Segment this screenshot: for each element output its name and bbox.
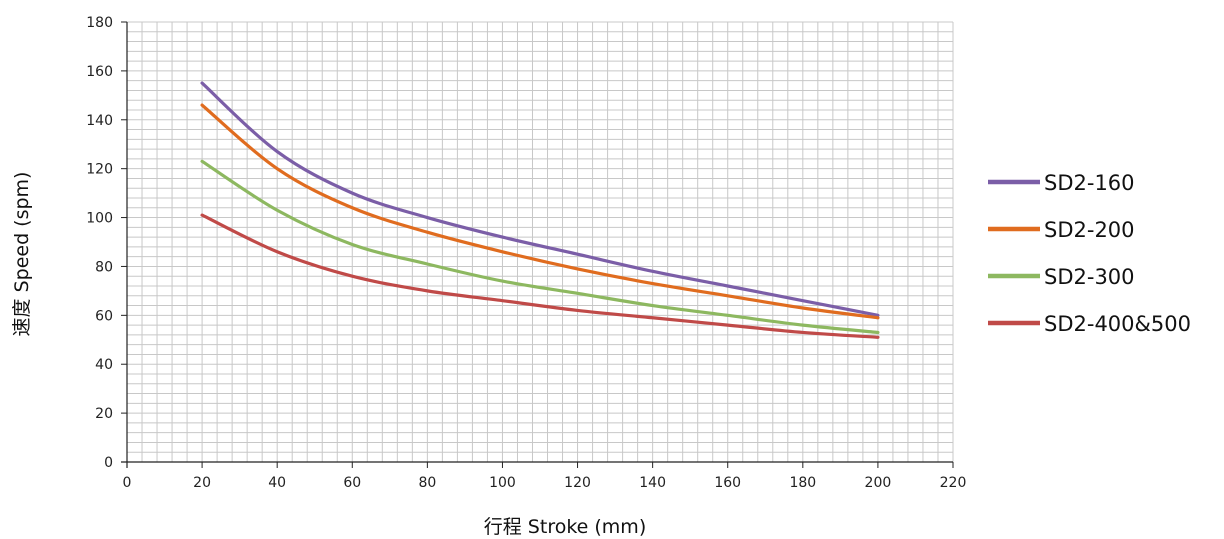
x-tick-label: 80 [418,475,436,491]
x-axis-title: 行程 Stroke (mm) [484,516,646,538]
y-tick-label: 0 [104,455,113,471]
series-line-sd2-200 [200,103,880,320]
series-line-sd2-160 [200,81,880,317]
legend-label-sd2-160: SD2-160 [1044,171,1135,195]
series-line-sd2-300 [200,159,880,335]
legend: SD2-160 SD2-200 SD2-300 SD2-400&500 [988,171,1191,336]
x-tick-label: 60 [343,475,361,491]
y-tick-label: 160 [86,64,113,80]
x-tick-label: 0 [123,475,132,491]
series-lines [200,81,880,339]
x-tick-label: 140 [639,475,666,491]
x-tick-label: 200 [865,475,892,491]
legend-label-sd2-300: SD2-300 [1044,265,1135,289]
y-axis-title: 速度 Speed (spm) [11,172,33,337]
y-tick-label: 120 [86,162,113,178]
legend-label-sd2-400-500: SD2-400&500 [1044,312,1191,336]
x-tick-label: 180 [789,475,816,491]
grid [126,21,954,463]
y-tick-label: 20 [95,406,113,422]
x-tick-label: 100 [489,475,516,491]
x-tick-label: 40 [268,475,286,491]
x-tick-label: 160 [714,475,741,491]
y-tick-label: 60 [95,308,113,324]
x-tick-label: 220 [940,475,967,491]
y-tick-label: 100 [86,211,113,227]
x-tick-label: 120 [564,475,591,491]
y-tick-label: 180 [86,15,113,31]
y-tick-label: 80 [95,259,113,275]
legend-label-sd2-200: SD2-200 [1044,218,1135,242]
y-tick-label: 140 [86,113,113,129]
tick-labels: 0 20 40 60 80 100 120 140 160 180 200 220 0 20 40 60 80 1… [86,15,966,491]
axes [121,21,954,468]
x-tick-label: 20 [193,475,211,491]
series-line-sd2-400-500 [200,213,880,339]
y-tick-label: 40 [95,357,113,373]
